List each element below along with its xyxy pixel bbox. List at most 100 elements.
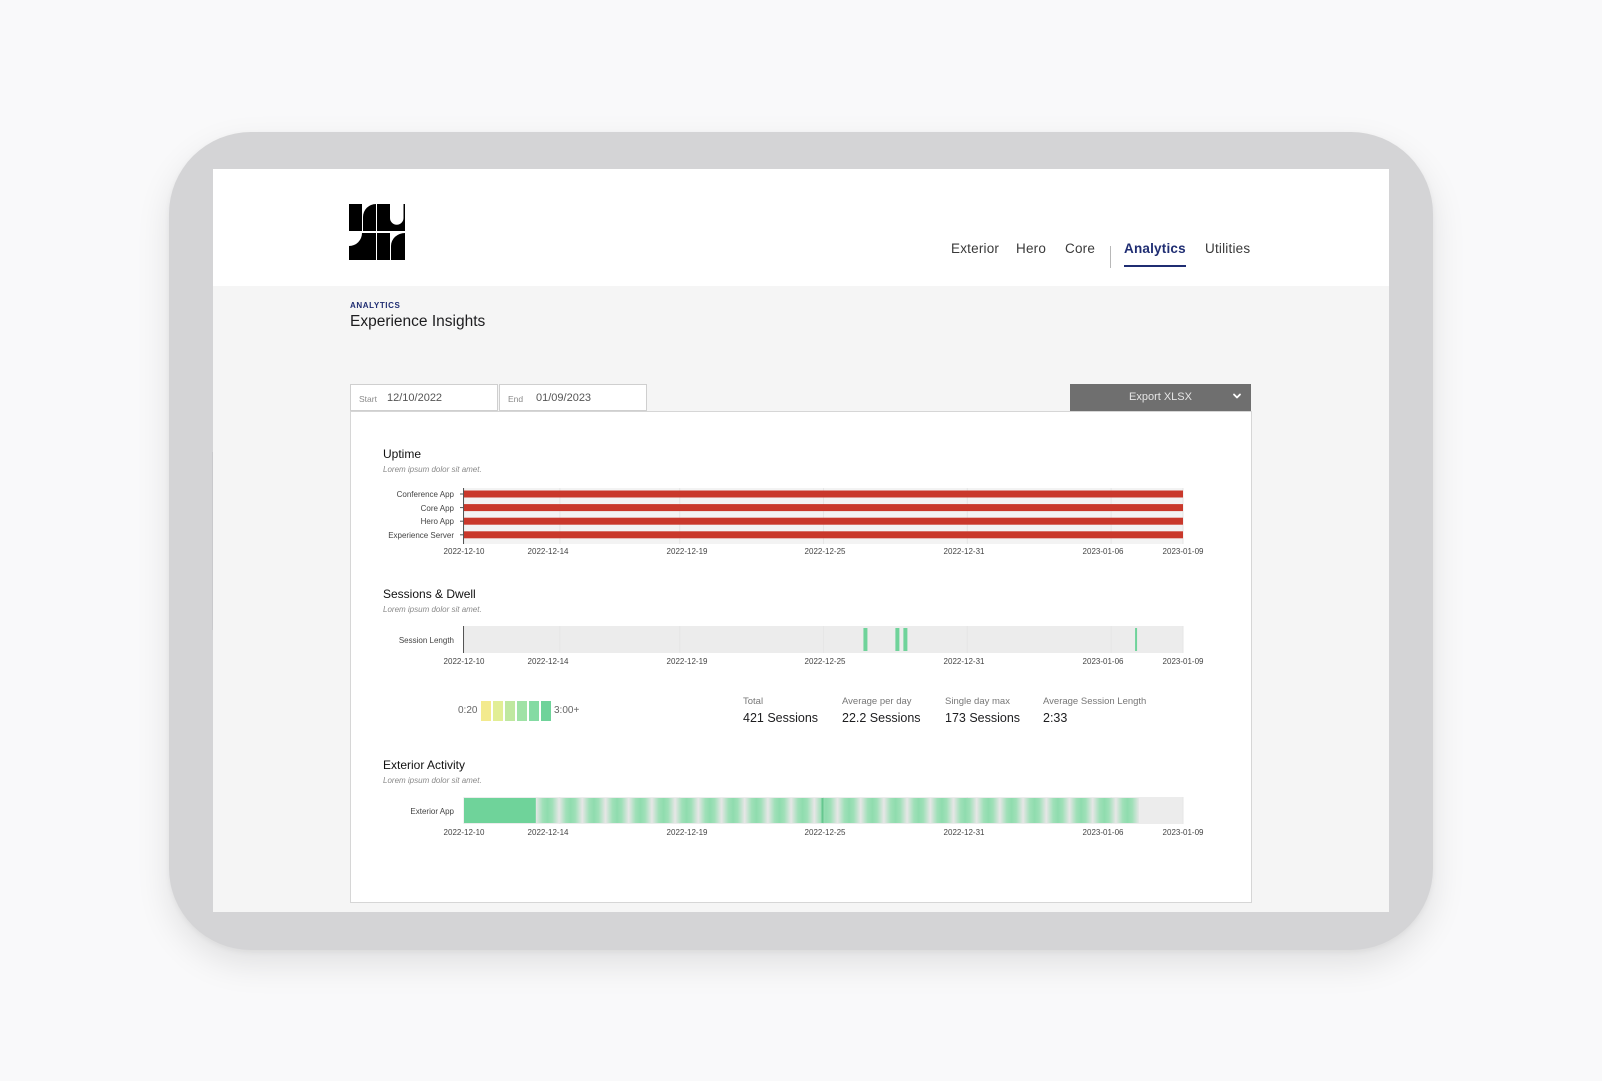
nav-utilities[interactable]: Utilities — [1205, 241, 1251, 256]
legend-min-label: 0:20 — [458, 705, 478, 716]
uptime-tick: 2023-01-06 — [1082, 547, 1124, 556]
end-date-field[interactable]: End 01/09/2023 — [499, 384, 647, 411]
activity-pulse — [721, 798, 745, 823]
session-event-mark — [895, 628, 900, 651]
uptime-tick: 2022-12-14 — [527, 547, 569, 556]
nav-core[interactable]: Core — [1065, 241, 1096, 256]
row-label-core-app: Core App — [420, 504, 454, 513]
uptime-title: Uptime — [383, 447, 422, 461]
activity-pulse — [1046, 798, 1070, 823]
legend-swatch — [493, 701, 503, 721]
row-label-experience-server: Experience Server — [388, 531, 454, 540]
session-event-mark — [1135, 628, 1138, 651]
page-title: Experience Insights — [350, 313, 486, 330]
activity-pulse — [1092, 798, 1116, 823]
nav-active-indicator — [1124, 265, 1186, 267]
activity-pulse — [582, 798, 606, 823]
uptime-chart — [460, 488, 1184, 544]
uptime-bar — [464, 504, 1183, 512]
stat-total-label: Total — [743, 696, 764, 707]
chevron-down-icon[interactable] — [1231, 390, 1243, 402]
activity-pulse — [837, 798, 861, 823]
stat-single-day-max-value: 173 Sessions — [945, 711, 1021, 725]
exterior-subtitle: Lorem ipsum dolor sit amet. — [383, 776, 482, 785]
stat-single-day-max-label: Single day max — [945, 696, 1010, 707]
analytics-panel: Uptime Lorem ipsum dolor sit amet. Confe… — [350, 411, 1252, 903]
export-xlsx-button[interactable]: Export XLSX — [1070, 384, 1251, 411]
sessions-tick: 2022-12-19 — [666, 657, 708, 666]
sessions-tick: 2023-01-09 — [1162, 657, 1204, 666]
start-date-field[interactable]: Start 12/10/2022 — [350, 384, 498, 411]
activity-pulse — [814, 798, 838, 823]
exterior-tick: 2022-12-31 — [943, 828, 985, 837]
stat-avg-session-length-label: Average Session Length — [1043, 696, 1147, 707]
uptime-tick: 2022-12-19 — [666, 547, 708, 556]
start-date-label: Start — [359, 394, 377, 404]
session-length-legend — [481, 701, 551, 721]
activity-pulse — [651, 798, 676, 823]
session-event-mark — [863, 628, 868, 651]
exterior-tick: 2023-01-09 — [1162, 828, 1204, 837]
activity-pulse — [605, 798, 629, 823]
stat-average-per-day-value: 22.2 Sessions — [842, 711, 921, 725]
nav-analytics[interactable]: Analytics — [1124, 241, 1186, 256]
sessions-subtitle: Lorem ipsum dolor sit amet. — [383, 605, 482, 614]
sessions-tick: 2022-12-31 — [943, 657, 985, 666]
activity-pulse — [791, 798, 815, 823]
activity-pulse — [930, 798, 954, 823]
uptime-tick: 2022-12-31 — [943, 547, 985, 556]
sessions-chart — [463, 626, 1184, 653]
sessions-tick: 2022-12-14 — [527, 657, 569, 666]
row-label-session-length: Session Length — [398, 636, 454, 645]
sessions-title: Sessions & Dwell — [383, 587, 476, 601]
sessions-tick: 2022-12-25 — [804, 657, 846, 666]
activity-pulse — [744, 798, 768, 823]
activity-pulse — [860, 798, 884, 823]
end-date-label: End — [508, 394, 524, 404]
sessions-tick: 2022-12-10 — [443, 657, 485, 666]
activity-pulse — [698, 798, 722, 823]
stat-avg-session-length-value: 2:33 — [1043, 711, 1068, 725]
page-eyebrow: ANALYTICS — [350, 301, 401, 310]
exterior-tick: 2022-12-10 — [443, 828, 485, 837]
activity-pulse — [1023, 798, 1047, 823]
start-date-value[interactable]: 12/10/2022 — [387, 392, 443, 404]
activity-pulse — [999, 798, 1024, 823]
row-label-hero-app: Hero App — [420, 517, 454, 526]
session-event-mark — [903, 628, 908, 651]
uptime-bar — [464, 531, 1183, 539]
activity-pulse — [675, 798, 699, 823]
activity-pulse — [1069, 798, 1093, 823]
uptime-tick: 2023-01-09 — [1162, 547, 1204, 556]
uptime-subtitle: Lorem ipsum dolor sit amet. — [383, 465, 482, 474]
row-label-exterior-app: Exterior App — [410, 807, 454, 816]
activity-pulse — [883, 798, 908, 823]
export-label: Export XLSX — [1129, 391, 1192, 403]
exterior-tick: 2022-12-14 — [527, 828, 569, 837]
brand-logo[interactable] — [349, 204, 405, 260]
legend-swatch — [541, 701, 551, 721]
exterior-tick: 2022-12-25 — [804, 828, 846, 837]
activity-pulse — [559, 798, 583, 823]
stat-average-per-day-label: Average per day — [842, 696, 912, 707]
nav-exterior[interactable]: Exterior — [951, 241, 1000, 256]
legend-swatch — [505, 701, 515, 721]
activity-pulse — [1115, 798, 1140, 823]
legend-swatch — [481, 701, 491, 721]
sessions-tick: 2023-01-06 — [1082, 657, 1124, 666]
activity-pulse — [767, 798, 792, 823]
app-screen: Exterior Hero Core Analytics Utilities A… — [213, 169, 1389, 912]
legend-swatch — [529, 701, 539, 721]
row-label-conference-app: Conference App — [396, 490, 454, 499]
end-date-value[interactable]: 01/09/2023 — [536, 392, 592, 404]
exterior-activity-chart — [463, 797, 1184, 824]
activity-solid-block — [464, 798, 536, 823]
legend-max-label: 3:00+ — [554, 705, 580, 716]
activity-pulse — [953, 798, 977, 823]
activity-pulse — [907, 798, 931, 823]
stat-total-value: 421 Sessions — [743, 711, 819, 725]
nav-divider — [1110, 246, 1111, 268]
activity-pulse — [628, 798, 652, 823]
activity-pulse — [535, 798, 560, 823]
nav-hero[interactable]: Hero — [1016, 241, 1047, 256]
